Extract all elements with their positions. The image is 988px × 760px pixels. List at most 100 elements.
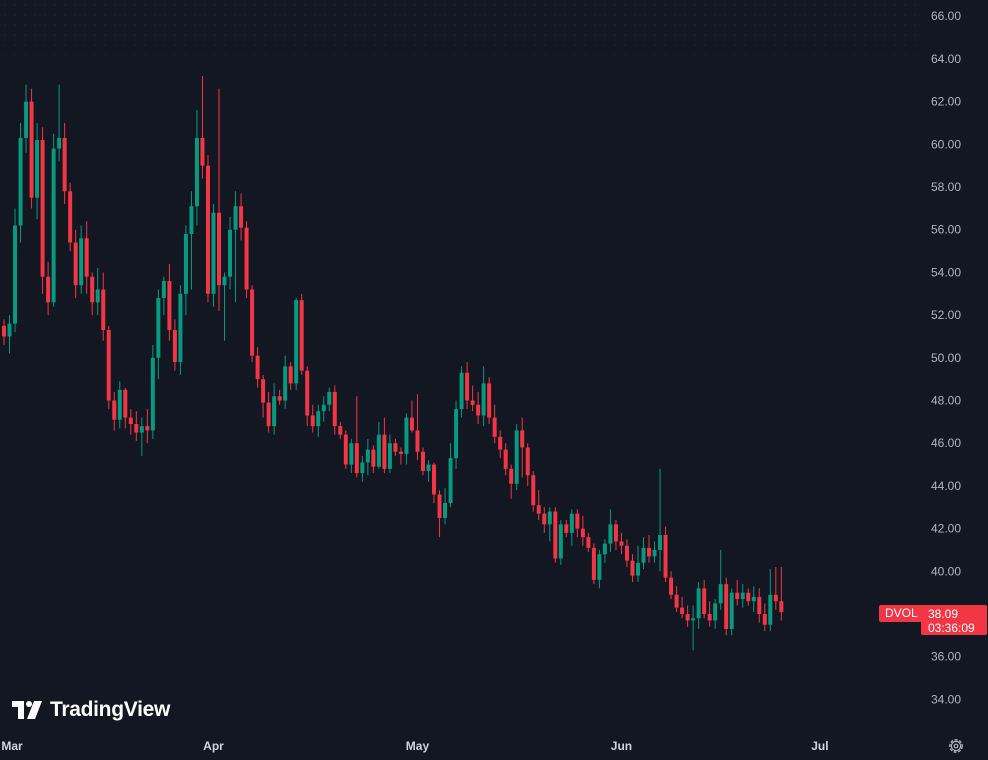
candle-body[interactable]: [178, 293, 183, 363]
candle-body[interactable]: [696, 588, 701, 619]
candle-body[interactable]: [481, 383, 486, 416]
candle-body[interactable]: [773, 594, 778, 602]
candle-body[interactable]: [387, 443, 392, 469]
candle-body[interactable]: [740, 592, 745, 600]
candle-body[interactable]: [211, 212, 216, 294]
candle-body[interactable]: [244, 227, 249, 290]
candle-body[interactable]: [658, 535, 663, 550]
candle-body[interactable]: [564, 524, 569, 533]
candle-body[interactable]: [360, 462, 365, 474]
candle-body[interactable]: [575, 513, 580, 529]
candle-body[interactable]: [409, 417, 414, 431]
candle-body[interactable]: [498, 436, 503, 450]
candle-body[interactable]: [46, 276, 51, 303]
candle-body[interactable]: [608, 524, 613, 544]
candle-body[interactable]: [343, 434, 348, 465]
candle-body[interactable]: [509, 468, 514, 484]
candle-body[interactable]: [250, 289, 255, 356]
candle-body[interactable]: [150, 357, 155, 431]
candle-body[interactable]: [652, 549, 657, 557]
candle-body[interactable]: [294, 300, 299, 384]
candle-body[interactable]: [779, 601, 784, 613]
candle-body[interactable]: [647, 547, 652, 557]
candle-body[interactable]: [702, 588, 707, 615]
candle-body[interactable]: [327, 391, 332, 405]
candle-body[interactable]: [415, 430, 420, 452]
candle-body[interactable]: [189, 206, 194, 234]
candle-body[interactable]: [669, 577, 674, 595]
candle-body[interactable]: [762, 614, 767, 625]
candle-body[interactable]: [57, 137, 62, 149]
candle-body[interactable]: [514, 430, 519, 484]
candle-body[interactable]: [476, 404, 481, 416]
candle-body[interactable]: [393, 443, 398, 452]
candle-body[interactable]: [420, 451, 425, 471]
candle-body[interactable]: [707, 614, 712, 621]
candle-body[interactable]: [613, 524, 618, 542]
candle-body[interactable]: [591, 547, 596, 580]
candle-body[interactable]: [371, 449, 376, 467]
candle-body[interactable]: [365, 449, 370, 463]
candle-body[interactable]: [630, 560, 635, 576]
candle-body[interactable]: [217, 212, 222, 286]
candle-body[interactable]: [454, 409, 459, 459]
candle-body[interactable]: [51, 148, 56, 303]
candle-body[interactable]: [443, 503, 448, 518]
gear-icon[interactable]: [947, 737, 965, 755]
candle-body[interactable]: [134, 424, 139, 433]
candle-body[interactable]: [735, 592, 740, 600]
candle-body[interactable]: [542, 513, 547, 525]
candle-body[interactable]: [117, 389, 122, 420]
candle-body[interactable]: [194, 137, 199, 207]
candle-body[interactable]: [84, 238, 89, 277]
candle-body[interactable]: [288, 366, 293, 384]
candle-body[interactable]: [558, 524, 563, 559]
candle-body[interactable]: [382, 434, 387, 469]
candle-body[interactable]: [674, 594, 679, 608]
candle-body[interactable]: [597, 554, 602, 580]
candle-body[interactable]: [713, 603, 718, 621]
candle-body[interactable]: [724, 584, 729, 629]
candle-body[interactable]: [602, 543, 607, 555]
candle-body[interactable]: [426, 464, 431, 471]
candle-body[interactable]: [161, 280, 166, 299]
candle-body[interactable]: [310, 415, 315, 427]
candle-body[interactable]: [183, 233, 188, 294]
candle-body[interactable]: [18, 137, 23, 226]
candle-body[interactable]: [354, 443, 359, 474]
candle-body[interactable]: [40, 140, 45, 277]
candle-body[interactable]: [448, 458, 453, 504]
candle-body[interactable]: [272, 396, 277, 427]
candle-body[interactable]: [525, 447, 530, 476]
candle-body[interactable]: [172, 330, 177, 363]
candle-body[interactable]: [580, 528, 585, 538]
candle-body[interactable]: [95, 289, 100, 303]
candle-body[interactable]: [404, 417, 409, 454]
candle-body[interactable]: [685, 614, 690, 621]
price-axis[interactable]: 66.00 64.00 62.00 60.00 58.00 56.00 54.00 52.00…: [931, 9, 961, 706]
candle-body[interactable]: [729, 592, 734, 629]
candle-body[interactable]: [2, 325, 6, 337]
candle-body[interactable]: [376, 434, 381, 467]
candle-body[interactable]: [222, 276, 227, 286]
candle-body[interactable]: [90, 276, 95, 303]
candle-body[interactable]: [228, 229, 233, 277]
candle-body[interactable]: [29, 101, 34, 198]
candle-body[interactable]: [338, 426, 343, 435]
candle-body[interactable]: [553, 511, 558, 559]
candle-body[interactable]: [283, 366, 288, 401]
candle-body[interactable]: [316, 411, 321, 427]
candle-body[interactable]: [536, 505, 541, 514]
candle-body[interactable]: [547, 511, 552, 525]
candle-body[interactable]: [470, 400, 475, 405]
candle-body[interactable]: [465, 372, 470, 401]
candle-body[interactable]: [62, 137, 67, 192]
candle-body[interactable]: [277, 396, 282, 401]
candle-body[interactable]: [757, 596, 762, 615]
candle-body[interactable]: [459, 372, 464, 410]
candle-body[interactable]: [239, 206, 244, 228]
candle-body[interactable]: [167, 280, 172, 331]
candle-body[interactable]: [492, 417, 497, 437]
candle-body[interactable]: [139, 426, 144, 433]
candle-body[interactable]: [619, 541, 624, 546]
